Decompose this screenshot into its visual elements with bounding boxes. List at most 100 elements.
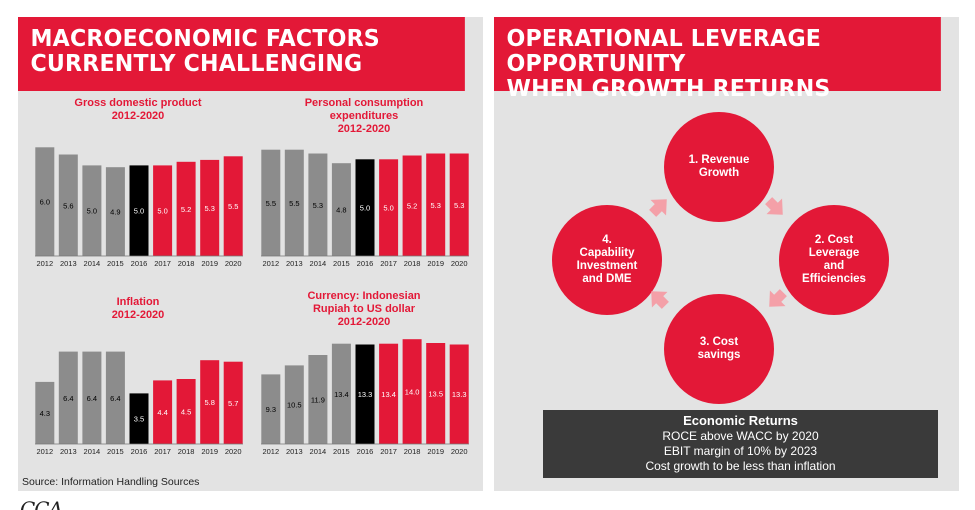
bar-value-label: 4.4 (157, 408, 167, 417)
bar-2012 (35, 147, 55, 257)
x-tick-label: 2020 (451, 259, 468, 268)
x-tick-label: 2017 (154, 447, 171, 456)
returns-line-cost: Cost growth to be less than inflation (645, 459, 836, 473)
arrow-down-left-icon (769, 289, 787, 307)
x-tick-label: 2018 (178, 447, 195, 456)
gdp-chart-title: Gross domestic product 2012-2020 (74, 97, 202, 122)
x-tick-label: 2015 (107, 447, 124, 456)
bar-2016 (355, 159, 375, 256)
bar-2014 (82, 351, 102, 444)
x-tick-label: 2016 (131, 259, 148, 268)
x-tick-label: 2018 (404, 259, 421, 268)
bar-value-label: 5.3 (204, 204, 214, 213)
step-capability-investment: 4. Capability Investment and DME (552, 205, 662, 315)
x-tick-label: 2020 (451, 447, 468, 456)
x-tick-label: 2019 (201, 447, 218, 456)
gdp-bar-chart: 6.0 2012 5.6 2013 5.0 2014 4.9 2015 5.0 2016 5.0 20… (35, 147, 243, 268)
x-tick-label: 2019 (201, 259, 218, 268)
bar-value-label: 9.3 (266, 405, 276, 414)
x-tick-label: 2015 (333, 259, 350, 268)
source-note: Source: Information Handling Sources (22, 476, 200, 488)
x-tick-label: 2015 (333, 447, 350, 456)
arrow-up-right-icon (649, 199, 667, 217)
bar-2019 (426, 343, 446, 444)
pce-chart-title: Personal consumption expenditures 2012-2… (304, 97, 424, 135)
bar-2017 (379, 343, 399, 444)
bar-2020 (449, 153, 469, 256)
bar-2020 (449, 344, 469, 444)
bar-value-label: 6.4 (87, 394, 97, 403)
bar-value-label: 5.3 (454, 201, 464, 210)
bar-value-label: 5.8 (204, 398, 214, 407)
x-tick-label: 2019 (427, 447, 444, 456)
bar-2012 (35, 381, 55, 444)
bar-value-label: 11.9 (311, 396, 325, 405)
bar-2019 (426, 153, 446, 256)
bar-value-label: 4.9 (110, 208, 120, 217)
bar-value-label: 5.6 (63, 201, 73, 210)
x-tick-label: 2014 (84, 447, 101, 456)
bar-value-label: 5.0 (87, 207, 97, 216)
bar-2016 (129, 165, 149, 256)
bar-value-label: 5.5 (228, 202, 238, 211)
bar-value-label: 5.0 (157, 207, 167, 216)
bar-2014 (308, 153, 328, 256)
x-tick-label: 2014 (310, 447, 327, 456)
bar-2012 (261, 149, 281, 256)
bar-2018 (402, 339, 422, 444)
x-tick-label: 2016 (131, 447, 148, 456)
x-tick-label: 2012 (262, 259, 279, 268)
bar-2019 (200, 159, 220, 256)
left-panel-title: MACROECONOMIC FACTORS CURRENTLY CHALLENG… (18, 17, 465, 91)
x-tick-label: 2014 (310, 259, 327, 268)
x-tick-label: 2012 (36, 259, 53, 268)
bar-2018 (402, 155, 422, 256)
returns-line-roce: ROCE above WACC by 2020 (662, 429, 819, 443)
company-logo: CCA (20, 497, 63, 510)
bar-2018 (176, 379, 196, 444)
bar-value-label: 5.0 (383, 204, 393, 213)
bar-value-label: 13.4 (381, 390, 396, 399)
x-tick-label: 2016 (357, 447, 374, 456)
bar-2020 (223, 156, 243, 256)
bar-value-label: 5.2 (181, 205, 191, 214)
economic-returns-box: Economic Returns ROCE above WACC by 2020… (543, 410, 938, 478)
bar-value-label: 10.5 (287, 401, 302, 410)
bar-value-label: 13.3 (358, 390, 373, 399)
x-tick-label: 2013 (286, 259, 303, 268)
bar-value-label: 4.8 (336, 206, 346, 215)
bar-value-label: 6.0 (40, 198, 50, 207)
x-tick-label: 2016 (357, 259, 374, 268)
bar-2017 (153, 380, 173, 444)
step-revenue-growth: 1. Revenue Growth (664, 112, 774, 222)
inflation-chart-title: Inflation 2012-2020 (111, 296, 165, 321)
bar-value-label: 3.5 (134, 415, 144, 424)
bar-value-label: 6.4 (63, 394, 73, 403)
right-panel-title: OPERATIONAL LEVERAGE OPPORTUNITY WHEN GR… (494, 17, 941, 102)
bar-value-label: 13.5 (428, 390, 443, 399)
bar-2014 (82, 165, 102, 256)
bar-2013 (58, 154, 78, 256)
bar-2013 (284, 365, 304, 444)
step-cost-leverage: 2. Cost Leverage and Efficiencies (779, 205, 889, 315)
x-tick-label: 2013 (286, 447, 303, 456)
bar-2016 (355, 344, 375, 444)
x-tick-label: 2015 (107, 259, 124, 268)
x-tick-label: 2013 (60, 447, 77, 456)
bar-value-label: 5.7 (228, 399, 238, 408)
pce-bar-chart: 5.5 2012 5.5 2013 5.3 2014 4.8 2015 5.0 2016 5.0 20… (261, 149, 469, 268)
bar-2019 (200, 360, 220, 444)
bar-2020 (223, 361, 243, 444)
bar-2017 (153, 165, 173, 256)
bar-2013 (58, 351, 78, 444)
bar-value-label: 13.4 (334, 390, 349, 399)
bar-2014 (308, 355, 328, 444)
bar-value-label: 5.3 (430, 201, 440, 210)
x-tick-label: 2018 (404, 447, 421, 456)
bar-2012 (261, 374, 281, 444)
economic-returns-title: Economic Returns (683, 413, 798, 428)
arrow-down-right-icon (765, 197, 783, 215)
bar-value-label: 13.3 (452, 390, 467, 399)
x-tick-label: 2017 (154, 259, 171, 268)
x-tick-label: 2020 (225, 259, 242, 268)
